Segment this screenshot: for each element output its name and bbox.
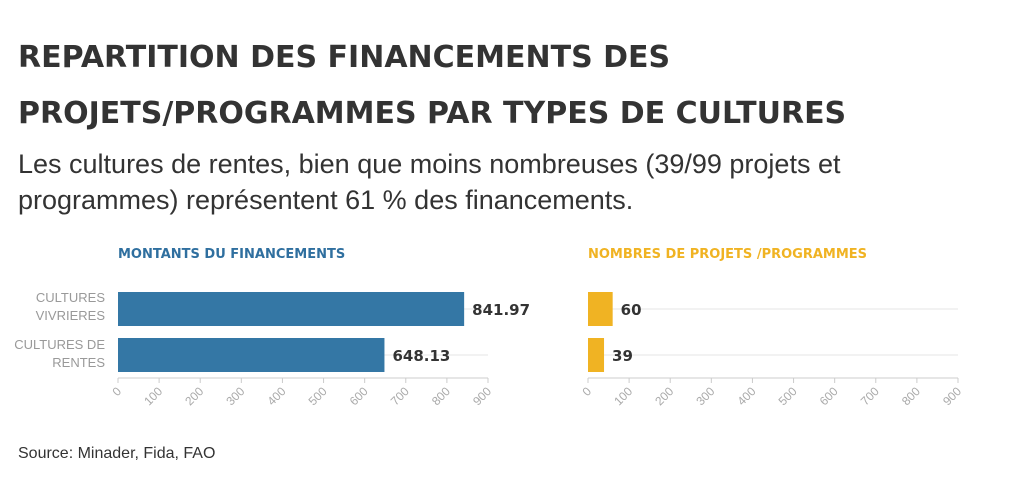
category-label-vivrieres-line2: VIVRIERES (36, 308, 106, 323)
x-tick-label-financing-500: 500 (306, 384, 330, 408)
panel-title-projects: NOMBRES DE PROJETS /PROGRAMMES (588, 247, 867, 262)
x-tick-label-financing-400: 400 (265, 384, 289, 408)
panel-projects: NOMBRES DE PROJETS /PROGRAMMES 0 100 200 30… (579, 247, 964, 408)
page-subtitle: Les cultures de rentes, bien que moins n… (18, 149, 841, 215)
source-note: Source: Minader, Fida, FAO (18, 445, 216, 462)
x-tick-label-financing-600: 600 (347, 384, 371, 408)
x-tick-label-financing-700: 700 (388, 384, 412, 408)
x-tick-label-financing-300: 300 (223, 384, 247, 408)
x-tick-label-projects-500: 500 (776, 384, 800, 408)
panel-financing: MONTANTS DU FINANCEMENTS 0 100 200 300 400 50… (109, 247, 530, 408)
x-tick-label-financing-200: 200 (182, 384, 206, 408)
x-tick-label-projects-200: 200 (652, 384, 676, 408)
x-tick-label-financing-0: 0 (109, 384, 124, 399)
bar-financing-1 (118, 338, 385, 372)
category-label-rentes-line1: CULTURES DE (14, 337, 105, 352)
x-tick-label-projects-400: 400 (735, 384, 759, 408)
bar-projects-1 (588, 338, 605, 372)
category-label-vivrieres-line1: CULTURES (36, 290, 105, 305)
x-tick-label-financing-100: 100 (141, 384, 165, 408)
x-tick-label-financing-900: 900 (470, 384, 494, 408)
category-label-rentes-line2: RENTES (52, 355, 105, 370)
x-tick-label-financing-800: 800 (429, 384, 453, 408)
bar-financing-0 (118, 292, 465, 326)
bar-projects-0 (588, 292, 613, 326)
x-tick-label-projects-300: 300 (693, 384, 717, 408)
x-tick-label-projects-700: 700 (858, 384, 882, 408)
x-tick-label-projects-600: 600 (817, 384, 841, 408)
x-tick-label-projects-0: 0 (579, 384, 594, 399)
x-tick-label-projects-100: 100 (611, 384, 635, 408)
page-title: REPARTITION DES FINANCEMENTS DES PROJETS… (18, 40, 847, 131)
category-labels: CULTURES VIVRIERES CULTURES DE RENTES (14, 290, 105, 370)
panel-title-financing: MONTANTS DU FINANCEMENTS (118, 247, 345, 262)
value-label-financing-1: 648.13 (392, 347, 450, 365)
value-label-projects-1: 39 (612, 347, 633, 365)
x-tick-label-projects-900: 900 (940, 384, 964, 408)
value-label-projects-0: 60 (621, 301, 642, 319)
value-label-financing-0: 841.97 (472, 301, 530, 319)
x-tick-label-projects-800: 800 (899, 384, 923, 408)
